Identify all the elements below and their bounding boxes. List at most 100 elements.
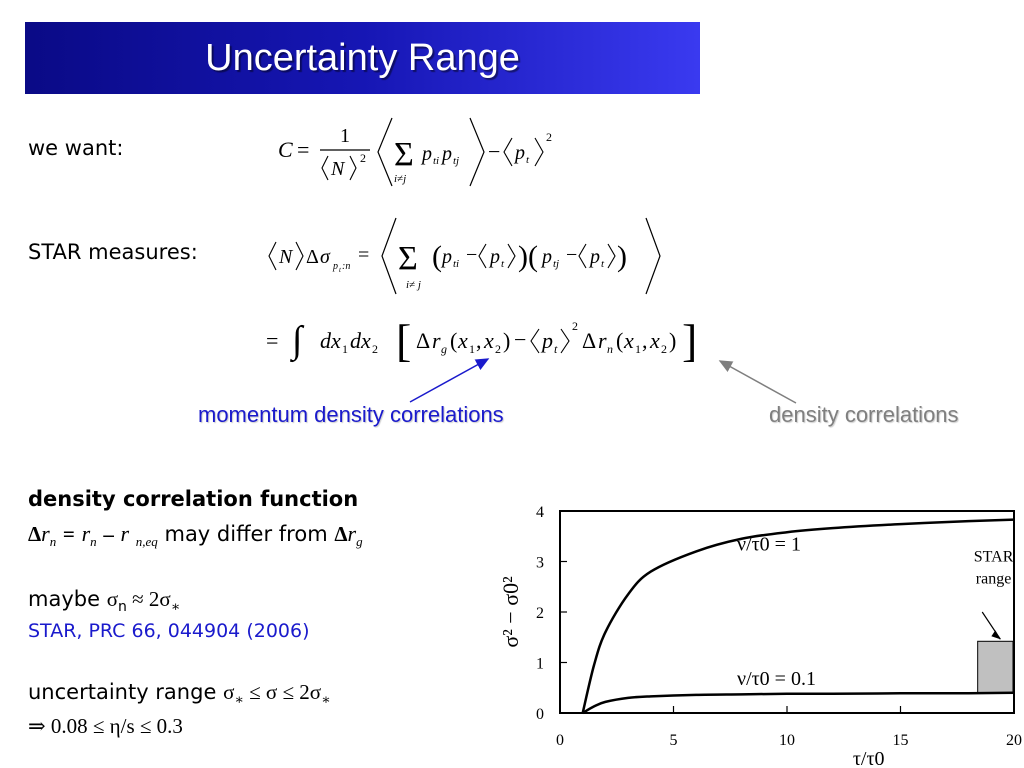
equation-integral: = ∫ dx 1 dx 2 [ Δ r g ( x 1 , x 2 ) − p … [266, 315, 697, 366]
star-measures-label: STAR measures: [28, 240, 198, 264]
star-range-box [977, 640, 1014, 694]
svg-text:ti: ti [453, 258, 459, 270]
svg-text:t: t [339, 266, 342, 274]
svg-text:i≠j: i≠j [394, 173, 406, 185]
x-tick-label: 5 [670, 732, 678, 749]
svg-text:σ: σ [320, 246, 331, 268]
svg-text:1: 1 [635, 342, 641, 356]
svg-text:Δ: Δ [306, 246, 319, 268]
svg-text:r: r [598, 328, 607, 353]
y-tick-label: 2 [536, 605, 544, 622]
y-tick-label: 0 [536, 706, 544, 723]
svg-text:Σ: Σ [398, 240, 418, 277]
y-tick-label: 3 [536, 555, 544, 572]
svg-text:p: p [420, 143, 432, 165]
svg-text:2: 2 [546, 130, 552, 144]
svg-text:x: x [483, 328, 494, 353]
reference-link[interactable]: STAR, PRC 66, 044904 (2006) [28, 620, 310, 642]
svg-text:]: ] [682, 315, 697, 366]
svg-text:=: = [266, 328, 278, 353]
svg-text:(: ( [432, 240, 442, 273]
star-range-label: STAR [974, 549, 1014, 566]
svg-text:): ) [669, 328, 676, 353]
svg-text:−: − [466, 244, 477, 266]
x-tick-label: 15 [893, 732, 909, 749]
svg-text:N: N [330, 158, 346, 180]
density-arrow [718, 360, 797, 404]
equation-c: C = 1 N 2 Σ i≠j p ti p tj − p t 2 [278, 117, 552, 187]
svg-text:p: p [440, 143, 452, 165]
svg-text:2: 2 [360, 151, 366, 165]
svg-text:1: 1 [340, 125, 350, 147]
svg-text:n: n [607, 342, 613, 356]
svg-text:t: t [501, 258, 505, 270]
svg-text:tj: tj [553, 258, 559, 270]
svg-text:N: N [278, 246, 294, 268]
svg-text::n: :n [342, 261, 350, 272]
svg-text:p: p [332, 261, 338, 272]
maybe-label: maybe [28, 587, 101, 611]
y-tick-label: 1 [536, 656, 544, 673]
svg-text:p: p [488, 246, 500, 268]
svg-text:1: 1 [469, 342, 475, 356]
svg-text:t: t [601, 258, 605, 270]
svg-text:C: C [278, 137, 293, 162]
svg-text:=: = [297, 137, 309, 162]
we-want-label: we want: [28, 136, 124, 160]
x-tick-label: 0 [556, 732, 564, 749]
star-range-label: range [976, 571, 1012, 588]
svg-text:)(: )( [518, 240, 538, 273]
svg-text:(: ( [450, 328, 457, 353]
eta-s-range: ⇒ 0.08 ≤ η/s ≤ 0.3 [28, 714, 183, 738]
svg-text:ti: ti [433, 155, 439, 167]
x-tick-label: 10 [779, 732, 795, 749]
svg-text:,: , [642, 328, 648, 353]
momentum-arrow [409, 358, 490, 403]
equation-star: N Δ σ p t :n = Σ i≠ j ( p ti − p t )( p … [268, 217, 661, 295]
svg-text:p: p [588, 246, 600, 268]
svg-text:2: 2 [372, 342, 378, 356]
y-axis-label: σ² − σ0² [500, 576, 523, 648]
svg-text:tj: tj [453, 155, 459, 167]
svg-text:p: p [440, 246, 452, 268]
x-axis-label: τ/τ0 [853, 748, 885, 768]
svg-text:t: t [554, 342, 558, 356]
momentum-label: momentum density correlations [198, 402, 504, 427]
x-tick-label: 20 [1006, 732, 1022, 749]
maybe-line: maybe σn ≈ 2σ∗ [28, 587, 181, 616]
series-line-2 [582, 691, 1015, 715]
svg-text:): ) [617, 240, 627, 273]
y-tick-label: 4 [536, 504, 544, 521]
title-bar: Uncertainty Range [25, 22, 700, 94]
svg-text:x: x [623, 328, 634, 353]
svg-text:): ) [503, 328, 510, 353]
svg-text:t: t [526, 154, 530, 166]
svg-text:−: − [488, 139, 500, 164]
svg-text:r: r [432, 328, 441, 353]
slide-title: Uncertainty Range [205, 36, 520, 79]
series-line-1 [581, 518, 1015, 714]
svg-text:x: x [457, 328, 468, 353]
svg-text:p: p [540, 246, 552, 268]
delta-r-line: Δrn = rn – r n,eq may differ from Δrg [28, 521, 363, 550]
svg-text:(: ( [616, 328, 623, 353]
svg-text:−: − [514, 327, 526, 352]
series-label-2: ν/τ0 = 0.1 [737, 668, 816, 690]
svg-text:dx: dx [320, 328, 341, 353]
svg-text:Δ: Δ [582, 328, 596, 353]
may-differ-text: may differ from [164, 522, 328, 546]
svg-text:2: 2 [572, 319, 578, 333]
svg-text:−: − [566, 244, 577, 266]
svg-text:Σ: Σ [394, 136, 414, 173]
svg-text:p: p [513, 142, 525, 164]
svg-text:2: 2 [661, 342, 667, 356]
sigma-chart: 0 5 10 15 20 0 1 2 3 4 STAR range ν/τ0 = 1 ν/τ0 = 0.1… [500, 504, 1022, 768]
series-label-1: ν/τ0 = 1 [737, 533, 801, 555]
svg-text:∫: ∫ [290, 319, 305, 363]
uncertainty-line: uncertainty range σ∗ ≤ σ ≤ 2σ∗ [28, 680, 331, 709]
svg-text:x: x [649, 328, 660, 353]
svg-text:[: [ [396, 315, 411, 366]
heading-density-function: density correlation function [28, 487, 359, 511]
svg-text:dx: dx [350, 328, 371, 353]
